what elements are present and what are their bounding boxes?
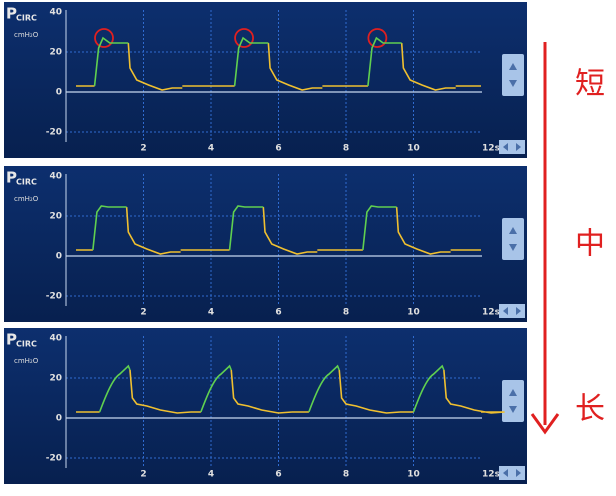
y-tick-label: 40 <box>49 334 62 344</box>
scroll-down[interactable] <box>509 244 517 251</box>
monitor-panel: P CIRC cmH₂O 40 20 0 -20 2 4 6 8 10 12s <box>4 328 527 484</box>
x-tick-label: 6 <box>275 308 281 318</box>
x-tick-label: 8 <box>343 144 349 154</box>
scroll-up[interactable] <box>509 389 517 396</box>
waveform-inspiration <box>92 205 397 251</box>
y-tick-label: -20 <box>46 128 62 138</box>
waveform-expiration <box>76 42 481 91</box>
unit: cmH₂O <box>14 357 39 365</box>
x-tick-label: 4 <box>208 144 214 154</box>
waveform-label: P <box>6 5 17 23</box>
time-control[interactable] <box>499 466 525 480</box>
y-tick-label: 20 <box>49 48 62 58</box>
waveform-sublabel: CIRC <box>16 14 37 23</box>
x-tick-label: 8 <box>343 470 349 480</box>
x-tick-label: 6 <box>275 144 281 154</box>
scroll-control[interactable] <box>502 380 524 422</box>
y-tick-label: 40 <box>49 172 62 182</box>
x-tick-label: 8 <box>343 308 349 318</box>
y-tick-label: 20 <box>49 374 62 384</box>
highlight-circle <box>234 28 254 48</box>
time-left[interactable] <box>503 469 508 477</box>
waveform-sublabel: CIRC <box>16 340 37 349</box>
x-tick-label: 6 <box>275 470 281 480</box>
time-left[interactable] <box>503 143 508 151</box>
x-tick-label: 12s <box>482 470 500 480</box>
panel-background <box>4 328 527 484</box>
highlight-circle <box>94 28 114 48</box>
y-tick-label: 0 <box>56 88 62 98</box>
annotation: 长 <box>575 392 605 427</box>
waveform-expiration <box>76 369 505 414</box>
x-tick-label: 4 <box>208 470 214 480</box>
x-tick-label: 2 <box>140 308 146 318</box>
scroll-control[interactable] <box>502 218 524 260</box>
y-tick-label: -20 <box>46 292 62 302</box>
time-right[interactable] <box>516 143 521 151</box>
x-tick-label: 10 <box>407 308 420 318</box>
unit: cmH₂O <box>14 195 39 203</box>
waveform-expiration <box>76 206 481 255</box>
x-tick-label: 4 <box>208 308 214 318</box>
scroll-up[interactable] <box>509 63 517 70</box>
y-tick-label: -20 <box>46 454 62 464</box>
time-control[interactable] <box>499 304 525 318</box>
y-tick-label: 0 <box>56 252 62 262</box>
panel-background <box>4 2 527 158</box>
waveform-label: P <box>6 331 17 349</box>
waveform-inspiration <box>98 364 445 413</box>
monitor-panel: P CIRC cmH₂O 40 20 0 -20 2 4 6 8 10 12s <box>4 2 527 158</box>
y-tick-label: 0 <box>56 414 62 424</box>
x-tick-label: 2 <box>140 144 146 154</box>
annotation: 中 <box>575 227 605 262</box>
x-tick-label: 10 <box>407 470 420 480</box>
scroll-down[interactable] <box>509 406 517 413</box>
waveform-inspiration <box>93 36 402 87</box>
y-tick-label: 40 <box>49 8 62 18</box>
highlight-circle <box>367 28 388 48</box>
annotation: 短 <box>575 67 605 102</box>
x-tick-label: 12s <box>482 308 500 318</box>
time-right[interactable] <box>516 469 521 477</box>
waveform-sublabel: CIRC <box>16 178 37 187</box>
x-tick-label: 10 <box>407 144 420 154</box>
time-control[interactable] <box>499 140 525 154</box>
waveform-label: P <box>6 169 17 187</box>
x-tick-label: 2 <box>140 470 146 480</box>
time-left[interactable] <box>503 307 508 315</box>
y-tick-label: 20 <box>49 212 62 222</box>
panel-background <box>4 166 527 322</box>
unit: cmH₂O <box>14 31 39 39</box>
arrow-head <box>530 413 560 435</box>
monitor-panel: P CIRC cmH₂O 40 20 0 -20 2 4 6 8 10 12s <box>4 166 527 322</box>
scroll-down[interactable] <box>509 80 517 87</box>
scroll-up[interactable] <box>509 227 517 234</box>
scroll-control[interactable] <box>502 54 524 96</box>
x-tick-label: 12s <box>482 144 500 154</box>
time-right[interactable] <box>516 307 521 315</box>
